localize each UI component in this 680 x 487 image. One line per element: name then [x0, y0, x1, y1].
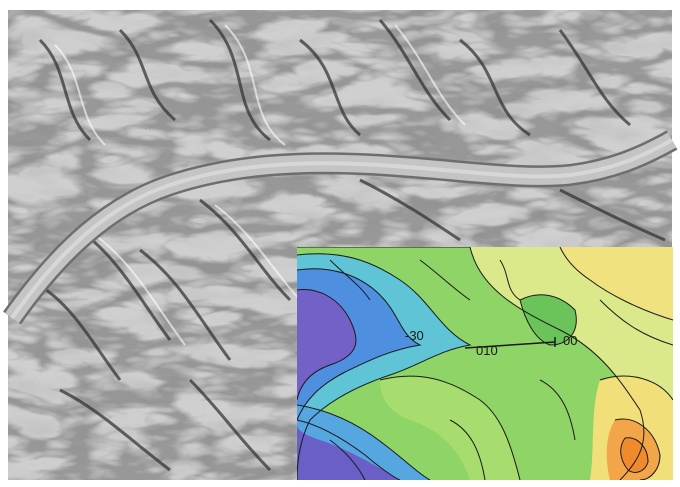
hillshade-terrain — [8, 10, 672, 480]
elevation-contour-inset: -30 010 00 — [297, 247, 673, 480]
contour-label-00: 00 — [563, 333, 577, 348]
contour-label-010: 010 — [476, 343, 498, 358]
road — [3, 130, 678, 325]
contour-label-minus-30: -30 — [405, 328, 424, 343]
